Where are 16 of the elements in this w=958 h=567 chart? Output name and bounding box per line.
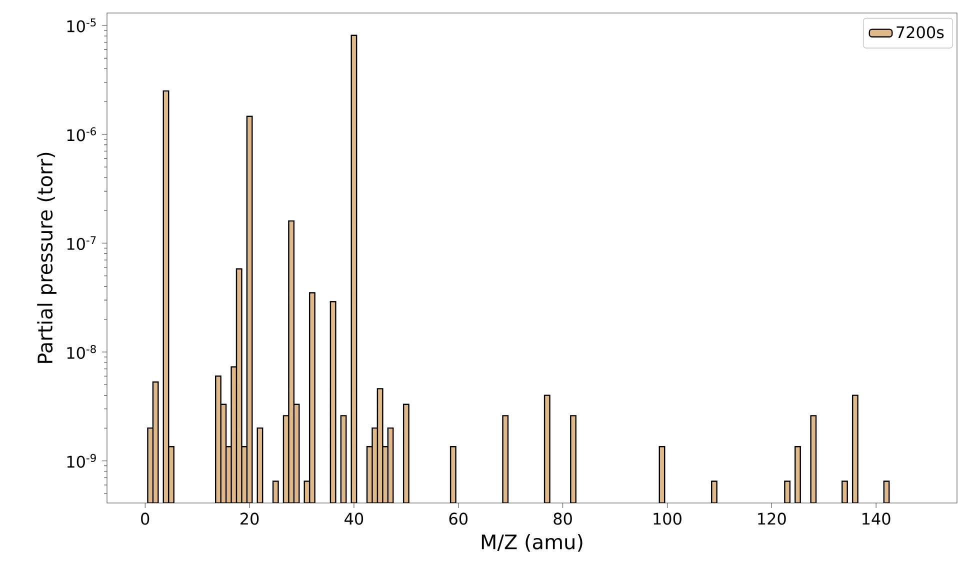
x-tick-label: 60 — [449, 512, 468, 525]
y-axis-title: Partial pressure (torr) — [37, 152, 56, 363]
x-tick-label: 0 — [141, 512, 150, 525]
x-axis-title: M/Z (amu) — [482, 534, 582, 552]
y-tick-label: 10$^{-7}$ — [67, 236, 96, 250]
x-tick-label: 120 — [758, 512, 786, 525]
legend-label: 7200s — [896, 26, 944, 38]
x-tick-label: 80 — [554, 512, 572, 525]
y-tick-label: 10$^{-8}$ — [67, 345, 96, 359]
x-tick-label: 100 — [654, 512, 682, 525]
y-tick-label: 10$^{-6}$ — [67, 127, 96, 142]
x-tick-label: 40 — [344, 512, 364, 525]
x-tick-label: 140 — [862, 512, 890, 525]
y-tick-label: 10$^{-9}$ — [67, 454, 96, 468]
x-tick-label: 20 — [240, 512, 259, 525]
y-tick-label: 10$^{-5}$ — [67, 18, 96, 32]
